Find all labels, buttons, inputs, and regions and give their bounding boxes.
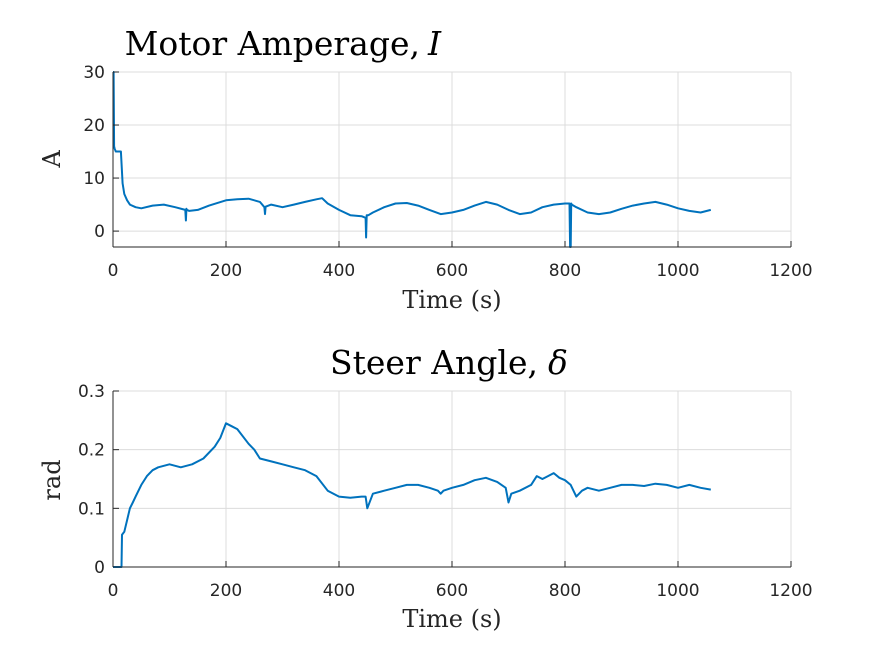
x-tick-label: 400	[323, 261, 355, 281]
amperage-y-ticks: 0 10 20 30	[83, 63, 119, 242]
y-tick-label: 30	[83, 63, 105, 83]
x-tick-label: 600	[436, 581, 468, 601]
steer-angle-y-ticks: 0 0.1 0.2 0.3	[78, 382, 119, 578]
amperage-grid	[112, 71, 792, 247]
amperage-title: Motor Amperage,	[125, 24, 420, 63]
x-tick-label: 800	[549, 261, 581, 281]
x-tick-label: 1000	[656, 261, 699, 281]
steer-angle-panel: Steer Angle, δ 0 200 400 600 800 1000 1200 0 0.…	[38, 343, 813, 633]
y-tick-label: 0	[94, 558, 105, 578]
amperage-x-ticks: 0 200 400 600 800 1000 1200	[108, 241, 813, 281]
x-tick-label: 1200	[769, 581, 812, 601]
x-tick-label: 600	[436, 261, 468, 281]
x-tick-label: 0	[108, 261, 119, 281]
y-tick-label: 10	[83, 169, 105, 189]
steer-angle-x-axis-label: Time (s)	[402, 605, 501, 633]
x-tick-label: 400	[323, 581, 355, 601]
steer-angle-y-axis-label: rad	[38, 459, 66, 500]
y-tick-label: 0.3	[78, 382, 105, 402]
amperage-title-symbol: I	[427, 24, 442, 63]
x-tick-label: 200	[210, 581, 242, 601]
x-tick-label: 1000	[656, 581, 699, 601]
x-tick-label: 800	[549, 581, 581, 601]
y-tick-label: 0.2	[78, 441, 105, 461]
y-tick-label: 0	[94, 222, 105, 242]
amperage-panel: Motor Amperage, I 0 200 400 600 800 1000 1200 …	[38, 24, 813, 314]
amperage-series-line	[112, 71, 712, 248]
x-tick-label: 0	[108, 581, 119, 601]
y-tick-label: 20	[83, 116, 105, 136]
steer-angle-x-ticks: 0 200 400 600 800 1000 1200	[108, 561, 813, 601]
amperage-x-axis-label: Time (s)	[402, 286, 501, 314]
steer-angle-series-line	[113, 422, 711, 568]
y-tick-label: 0.1	[78, 499, 105, 519]
x-tick-label: 1200	[769, 261, 812, 281]
steer-angle-grid	[112, 390, 792, 568]
amperage-y-axis-label: A	[38, 150, 66, 169]
steer-angle-title-symbol: δ	[548, 343, 568, 382]
steer-angle-title: Steer Angle,	[330, 343, 538, 382]
x-tick-label: 200	[210, 261, 242, 281]
